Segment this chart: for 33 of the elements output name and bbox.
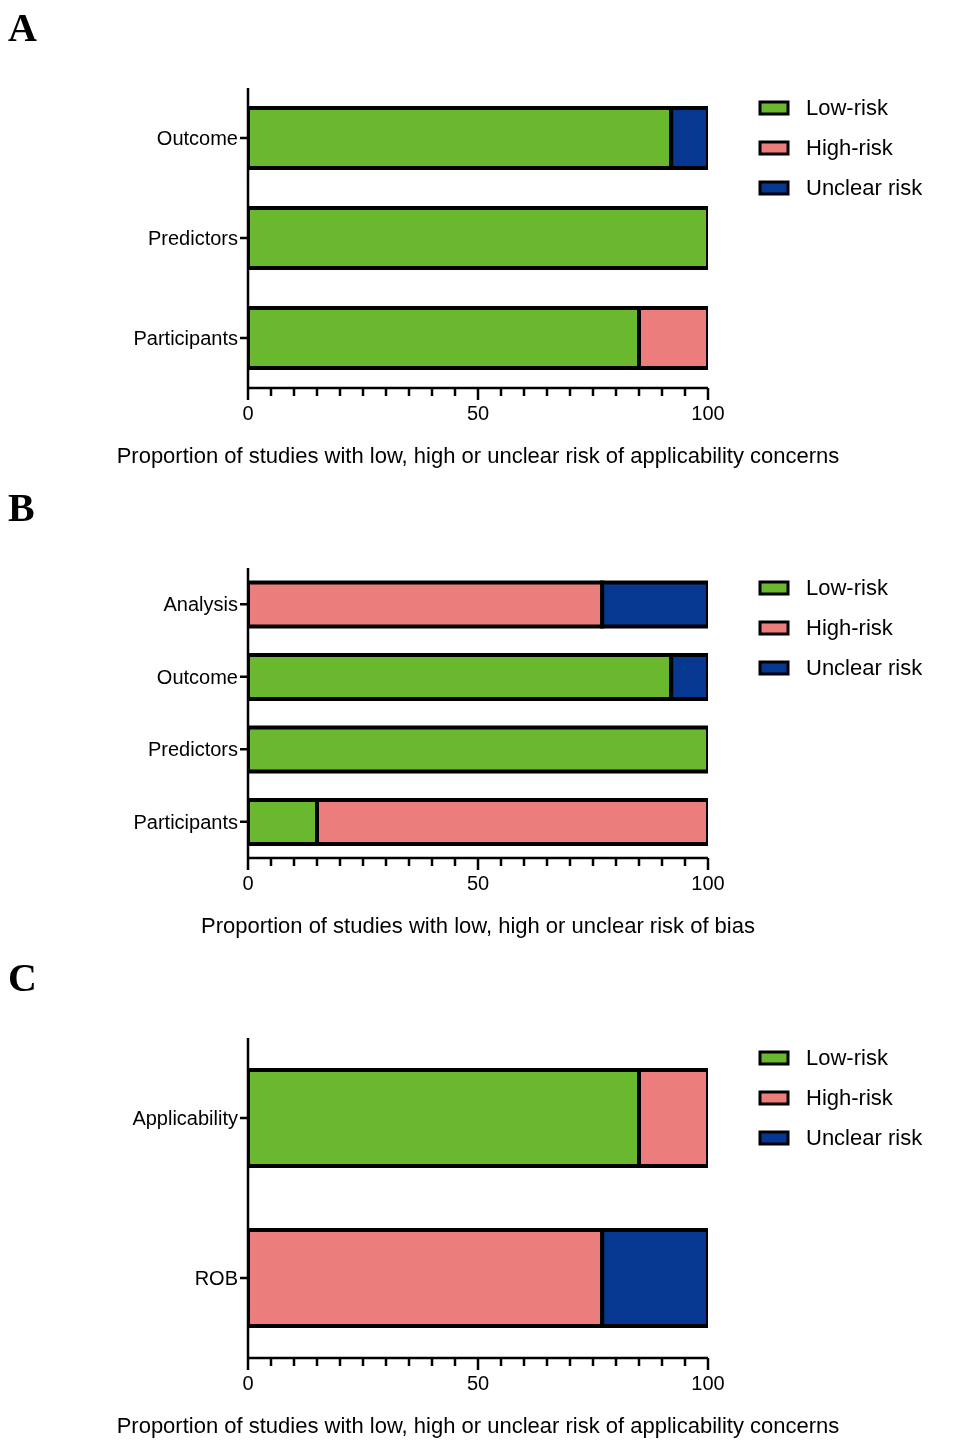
legend-label: Unclear risk — [806, 175, 923, 201]
x-axis-title: Proportion of studies with low, high or unclear risk of applicability concerns — [116, 443, 840, 468]
y-tick-label: Participants — [133, 810, 238, 833]
legend-label: Unclear risk — [806, 655, 923, 681]
y-tick-label: Applicability — [132, 1107, 238, 1130]
x-tick-label: 100 — [691, 872, 725, 894]
chart-title: B — [8, 485, 36, 532]
y-tick-label: Outcome — [156, 127, 238, 150]
x-tick-label: 50 — [466, 872, 490, 894]
y-tick-label: Analysis — [163, 593, 238, 616]
legend-label: Low-risk — [806, 95, 888, 121]
chart-title: C — [8, 955, 38, 1002]
x-tick-label: 100 — [691, 402, 725, 424]
y-tick-label: Predictors — [147, 227, 238, 250]
y-tick-label: Predictors — [147, 738, 238, 761]
x-axis-title: Proportion of studies with low, high or unclear risk of bias — [201, 913, 755, 938]
y-tick-label: Outcome — [156, 665, 238, 688]
x-tick-label: 50 — [466, 402, 490, 424]
y-tick-label: ROB — [194, 1267, 238, 1290]
legend-label: High-risk — [806, 615, 893, 641]
legend-label: High-risk — [806, 135, 893, 161]
legend-label: High-risk — [806, 1085, 893, 1111]
y-tick-label: Participants — [133, 327, 238, 350]
x-axis-title: Proportion of studies with low, high or unclear risk of applicability concerns — [116, 1413, 840, 1438]
legend-label: Low-risk — [806, 1045, 888, 1071]
legend-label: Unclear risk — [806, 1125, 923, 1151]
legend-label: Low-risk — [806, 575, 888, 601]
chart-title: A — [8, 5, 38, 52]
x-tick-label: 50 — [466, 1372, 490, 1394]
x-tick-label: 0 — [242, 402, 254, 424]
x-tick-label: 0 — [242, 1372, 254, 1394]
x-tick-label: 0 — [242, 872, 254, 894]
x-tick-label: 100 — [691, 1372, 725, 1394]
